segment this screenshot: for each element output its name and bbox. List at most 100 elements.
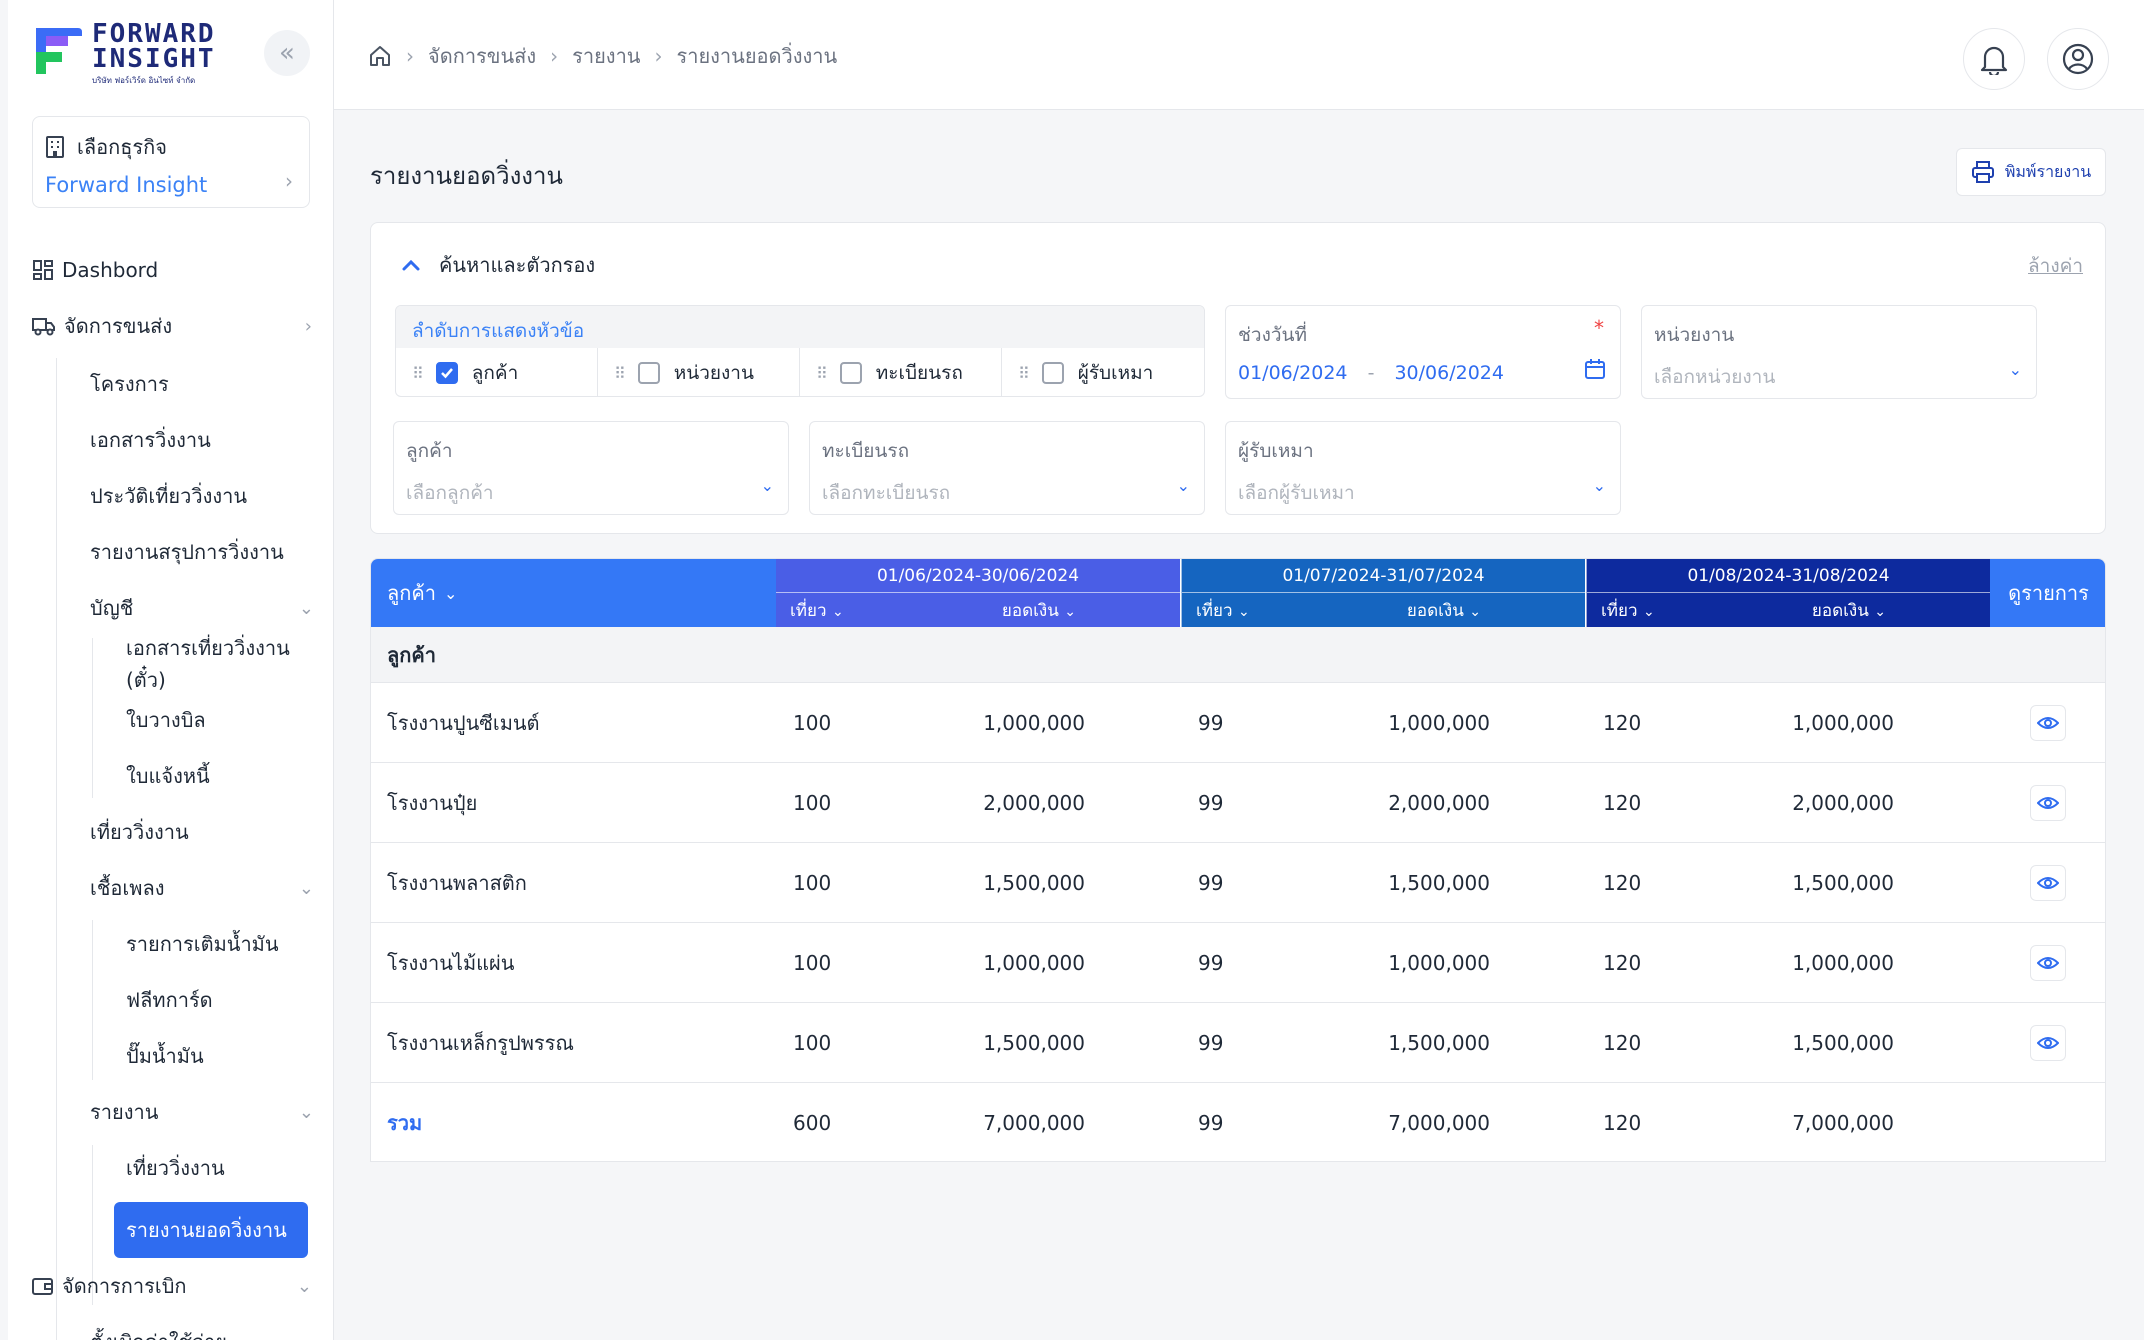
customer-name-cell: โรงงานปุ๋ย bbox=[387, 791, 478, 815]
notification-button[interactable] bbox=[1963, 28, 2025, 90]
calendar-icon[interactable] bbox=[1584, 358, 1606, 380]
order-item-plate[interactable]: ⠿ ทะเบียนรถ bbox=[800, 348, 1002, 396]
sidebar-item-run-docs[interactable]: เอกสารวิ่งงาน bbox=[90, 420, 211, 460]
column-header-customer[interactable]: ลูกค้า ⌄ bbox=[371, 559, 776, 627]
breadcrumb-item[interactable]: จัดการขนส่ง bbox=[428, 44, 537, 68]
sidebar-item-label: ประวัติเที่ยววิ่งงาน bbox=[90, 484, 248, 508]
trips-cell: 100 bbox=[793, 951, 832, 975]
print-report-button[interactable]: พิมพ์รายงาน bbox=[1956, 148, 2106, 196]
checkbox-customer[interactable] bbox=[435, 362, 458, 384]
contractor-select[interactable]: ผู้รับเหมา เลือกผู้รับเหมา ⌄ bbox=[1225, 421, 1621, 515]
drag-handle-icon[interactable]: ⠿ bbox=[1018, 363, 1030, 383]
order-item-contractor[interactable]: ⠿ ผู้รับเหมา bbox=[1002, 348, 1204, 396]
drag-handle-icon[interactable]: ⠿ bbox=[816, 363, 828, 383]
sidebar-item-run-summary[interactable]: รายงานสรุปการวิ่งงาน bbox=[90, 532, 284, 572]
sidebar-item-label: เที่ยววิ่งงาน bbox=[90, 820, 189, 844]
order-item-unit[interactable]: ⠿ หน่วยงาน bbox=[598, 348, 800, 396]
home-icon[interactable] bbox=[368, 44, 392, 68]
chevron-down-icon: ⌄ bbox=[443, 583, 458, 603]
sidebar-item-trip-docs-ticket[interactable]: เอกสารเที่ยววิ่งงาน (ตั๋ว) bbox=[126, 636, 333, 692]
trips-cell: 600 bbox=[793, 1111, 832, 1135]
amount-header[interactable]: ยอดเงิน ⌄ bbox=[1812, 597, 1886, 624]
date-to-value[interactable]: 30/06/2024 bbox=[1394, 362, 1504, 384]
eye-icon bbox=[2037, 717, 2059, 729]
sidebar-item-dashboard[interactable]: Dashbord bbox=[32, 250, 158, 290]
clear-filters-link[interactable]: ล้างค่า bbox=[2028, 255, 2083, 277]
chevron-down-icon: ⌄ bbox=[1469, 603, 1481, 620]
period-header-3: 01/08/2024-31/08/2024 bbox=[1586, 559, 1990, 593]
view-details-button[interactable] bbox=[2030, 785, 2066, 821]
sidebar-item-projects[interactable]: โครงการ bbox=[90, 364, 169, 404]
sidebar-item-refuel-list[interactable]: รายการเติมน้ำมัน bbox=[126, 924, 279, 964]
order-item-customer[interactable]: ⠿ ลูกค้า bbox=[396, 348, 598, 396]
checkbox-unit[interactable] bbox=[637, 362, 660, 384]
sidebar-item-report-run-total[interactable]: รายงานยอดวิ่งงาน bbox=[114, 1202, 308, 1258]
required-mark: * bbox=[1594, 316, 1604, 340]
trips-header[interactable]: เที่ยว ⌄ bbox=[1601, 597, 1655, 624]
group-label: ลูกค้า bbox=[387, 643, 436, 667]
sidebar-item-accounting[interactable]: บัญชี ⌄ bbox=[90, 588, 333, 628]
business-selector[interactable]: เลือกธุรกิจ Forward Insight › bbox=[32, 116, 310, 208]
sidebar-item-trips[interactable]: เที่ยววิ่งงาน bbox=[90, 812, 189, 852]
checkbox-plate[interactable] bbox=[839, 362, 862, 384]
sidebar-item-report-trips[interactable]: เที่ยววิ่งงาน bbox=[126, 1148, 225, 1188]
filter-title: ค้นหาและตัวกรอง bbox=[439, 253, 596, 277]
breadcrumb-item[interactable]: รายงาน bbox=[572, 44, 641, 68]
logo-line1: FORWARD bbox=[92, 19, 216, 49]
unit-select[interactable]: หน่วยงาน เลือกหน่วยงาน ⌄ bbox=[1641, 305, 2037, 399]
breadcrumb: › จัดการขนส่ง › รายงาน › รายงานยอดวิ่งงา… bbox=[368, 40, 837, 72]
user-circle-icon bbox=[2062, 43, 2094, 75]
plate-select[interactable]: ทะเบียนรถ เลือกทะเบียนรถ ⌄ bbox=[809, 421, 1205, 515]
trips-cell: 100 bbox=[793, 1031, 832, 1055]
sidebar-item-fleet-card[interactable]: ฟลีทการ์ด bbox=[126, 980, 213, 1020]
customer-select[interactable]: ลูกค้า เลือกลูกค้า ⌄ bbox=[393, 421, 789, 515]
sidebar-item-trip-history[interactable]: ประวัติเที่ยววิ่งงาน bbox=[90, 476, 247, 516]
amount-cell: 1,500,000 bbox=[983, 871, 1085, 895]
customer-name-cell: โรงงานปูนซีเมนต์ bbox=[387, 711, 540, 735]
sidebar-item-invoice[interactable]: ใบแจ้งหนี้ bbox=[126, 756, 210, 796]
view-details-button[interactable] bbox=[2030, 945, 2066, 981]
sidebar-item-reports[interactable]: รายงาน ⌄ bbox=[90, 1092, 333, 1132]
collapse-sidebar-button[interactable]: « bbox=[264, 30, 310, 76]
date-from-value[interactable]: 01/06/2024 bbox=[1238, 362, 1348, 384]
sidebar-item-transport[interactable]: จัดการขนส่ง › bbox=[32, 306, 333, 346]
trips-header[interactable]: เที่ยว ⌄ bbox=[790, 597, 844, 624]
amount-cell: 7,000,000 bbox=[1388, 1111, 1490, 1135]
user-menu-button[interactable] bbox=[2047, 28, 2109, 90]
chevron-down-icon: ⌄ bbox=[760, 476, 774, 495]
filter-panel: ค้นหาและตัวกรอง ล้างค่า ลำดับการแสดงหัวข… bbox=[370, 222, 2106, 534]
trips-cell: 99 bbox=[1198, 951, 1224, 975]
sidebar-item-gas-pump[interactable]: ปั๊มน้ำมัน bbox=[126, 1036, 204, 1076]
drag-handle-icon[interactable]: ⠿ bbox=[412, 363, 424, 383]
tree-line bbox=[92, 920, 93, 1080]
amount-header[interactable]: ยอดเงิน ⌄ bbox=[1407, 597, 1481, 624]
period-subheader-1: เที่ยว ⌄ ยอดเงิน ⌄ bbox=[776, 593, 1180, 627]
chevron-down-icon: ⌄ bbox=[1642, 603, 1655, 620]
amount-cell: 1,000,000 bbox=[1388, 711, 1490, 735]
view-details-button[interactable] bbox=[2030, 705, 2066, 741]
filter-toggle[interactable]: ค้นหาและตัวกรอง bbox=[401, 249, 595, 281]
view-details-button[interactable] bbox=[2030, 865, 2066, 901]
column-header-view: ดูรายการ bbox=[1990, 559, 2105, 627]
trips-header[interactable]: เที่ยว ⌄ bbox=[1196, 597, 1250, 624]
sidebar-item-billing[interactable]: ใบวางบิล bbox=[126, 700, 206, 740]
trips-cell: 120 bbox=[1603, 1111, 1642, 1135]
table-row: โรงงานไม้แผ่น 100 1,000,000 99 1,000,000 120 1… bbox=[371, 923, 2105, 1003]
sidebar-item-withdrawal[interactable]: จัดการการเบิก ⌄ bbox=[32, 1266, 333, 1306]
amount-header[interactable]: ยอดเงิน ⌄ bbox=[1002, 597, 1076, 624]
drag-handle-icon[interactable]: ⠿ bbox=[614, 363, 626, 383]
chevron-down-icon: ⌄ bbox=[1592, 476, 1606, 495]
chevron-down-icon: ⌄ bbox=[296, 1275, 312, 1297]
tree-line bbox=[56, 358, 57, 1340]
view-details-button[interactable] bbox=[2030, 1025, 2066, 1061]
chevron-down-icon: ⌄ bbox=[1237, 603, 1250, 620]
trips-cell: 99 bbox=[1198, 791, 1224, 815]
checkbox-contractor[interactable] bbox=[1041, 362, 1064, 384]
date-range-label: ช่วงวันที่ bbox=[1238, 324, 1308, 346]
trips-cell: 120 bbox=[1603, 1031, 1642, 1055]
sidebar-item-label: รายการเติมน้ำมัน bbox=[126, 932, 279, 956]
sidebar-item-fuel[interactable]: เชื้อเพลง ⌄ bbox=[90, 868, 333, 908]
sidebar-item-expense[interactable]: ตั้งเบิกค่าใช้จ่าย bbox=[90, 1322, 227, 1340]
dashboard-icon bbox=[33, 260, 53, 280]
date-range-field[interactable]: ช่วงวันที่ * 01/06/2024 - 30/06/2024 bbox=[1225, 305, 1621, 399]
